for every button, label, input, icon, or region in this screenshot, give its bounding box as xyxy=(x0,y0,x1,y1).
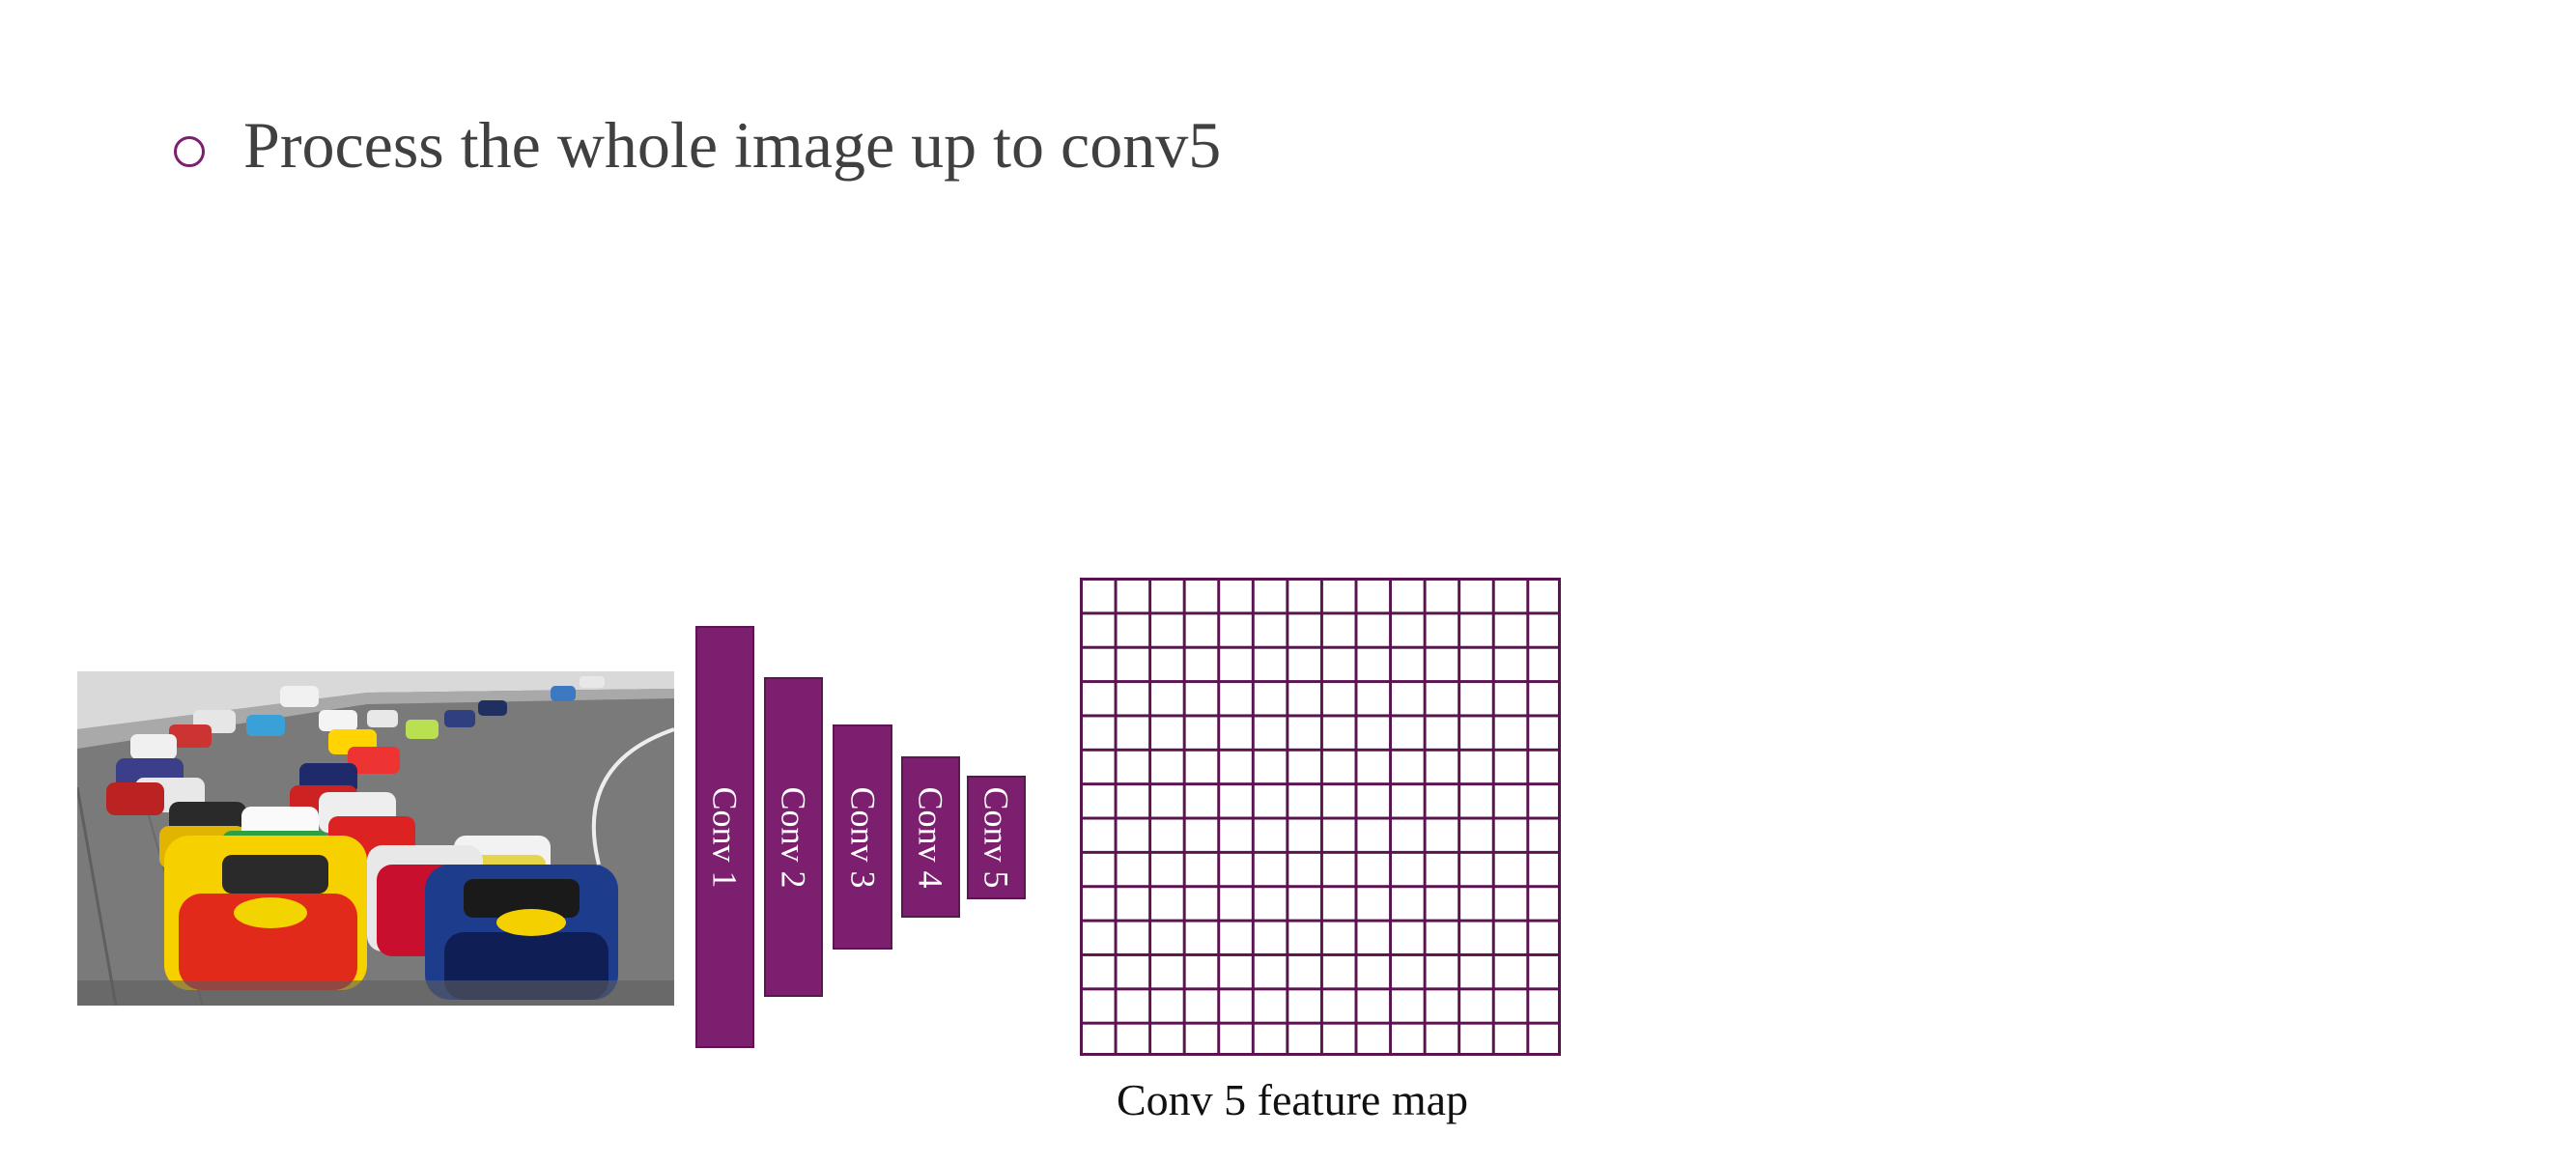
conv-layer-5-label: Conv 5 xyxy=(977,786,1016,889)
bullet-circle-icon xyxy=(174,136,205,167)
conv-layer-2-label: Conv 2 xyxy=(774,785,813,889)
conv-layer-4-label: Conv 4 xyxy=(911,785,950,889)
conv-layer-1: Conv 1 xyxy=(695,626,754,1048)
conv-layer-3: Conv 3 xyxy=(833,724,892,950)
conv-layer-1-label: Conv 1 xyxy=(705,785,745,889)
conv-layer-5: Conv 5 xyxy=(967,776,1026,899)
conv-layer-4: Conv 4 xyxy=(901,756,960,918)
feature-map-caption: Conv 5 feature map xyxy=(1116,1075,1469,1124)
bullet-item: Process the whole image up to conv5 xyxy=(174,101,1221,188)
conv5-feature-map-grid xyxy=(1080,578,1561,1056)
conv-layer-3-label: Conv 3 xyxy=(843,785,883,889)
bullet-text: Process the whole image up to conv5 xyxy=(243,107,1222,182)
race-cars-photo xyxy=(77,671,674,1006)
conv-layer-2: Conv 2 xyxy=(764,677,823,997)
